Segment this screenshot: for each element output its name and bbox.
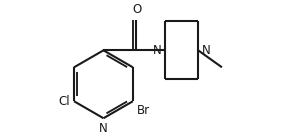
Text: Br: Br: [137, 104, 150, 117]
Text: O: O: [133, 3, 142, 16]
Text: Cl: Cl: [58, 95, 70, 108]
Text: N: N: [202, 44, 210, 57]
Text: N: N: [152, 44, 161, 57]
Text: N: N: [99, 122, 108, 135]
